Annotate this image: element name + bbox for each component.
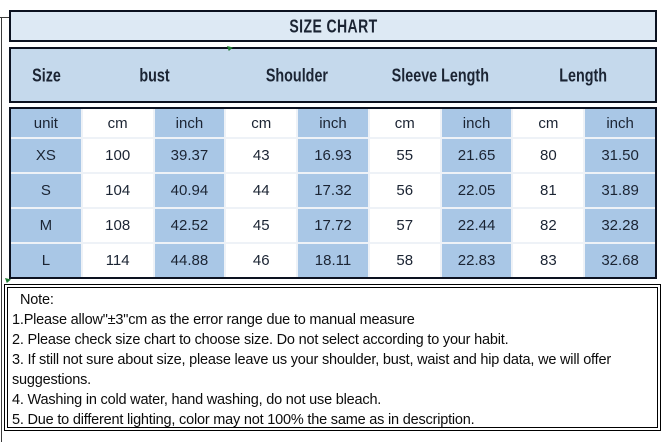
table-cell: 22.05 [441, 174, 512, 207]
table-cell: 22.44 [441, 209, 512, 242]
table-cell: 58 [369, 244, 440, 277]
page-title: SIZE CHART [288, 14, 378, 36]
table-cell: 16.93 [298, 139, 368, 172]
table-cell: 45 [226, 209, 297, 242]
table-cell: 108 [82, 209, 153, 242]
header-shoulder: Shoulder [226, 49, 369, 101]
size-label: XS [11, 139, 81, 172]
size-table: unit cm inch cm inch cm inch cm inch XS … [9, 107, 657, 279]
table-cell: 31.50 [585, 139, 655, 172]
title-bar: SIZE CHART [9, 10, 657, 42]
table-cell: 46 [226, 244, 297, 277]
table-cell: 21.65 [441, 139, 512, 172]
table-cell: 82 [513, 209, 584, 242]
table-cell: 56 [369, 174, 440, 207]
table-cell: 83 [513, 244, 584, 277]
unit-cell: cm [82, 109, 153, 137]
header-length: Length [512, 49, 655, 101]
unit-cell: inch [298, 109, 368, 137]
header-size-label: Size [32, 63, 62, 86]
table-cell: 44.88 [154, 244, 225, 277]
header-shoulder-label: Shoulder [266, 63, 329, 86]
column-group-header: Size bust Shoulder Sleeve Length Length [9, 47, 657, 103]
header-bust-label: bust [138, 63, 170, 86]
table-cell: 80 [513, 139, 584, 172]
table-cell: 44 [226, 174, 297, 207]
unit-cell: inch [154, 109, 225, 137]
frame-line-top-stub [0, 17, 10, 18]
table-cell: 18.11 [298, 244, 368, 277]
header-sleeve-length: Sleeve Length [369, 49, 512, 101]
table-cell: 32.28 [585, 209, 655, 242]
green-scan-artifact [5, 278, 11, 283]
header-size: Size [11, 49, 83, 101]
header-length-label: Length [559, 63, 608, 86]
unit-cell: inch [441, 109, 512, 137]
header-bust: bust [83, 49, 226, 101]
frame-line-left [1, 17, 2, 442]
note-line: 1.Please allow"±3"cm as the error range … [12, 312, 415, 328]
unit-cell: cm [226, 109, 297, 137]
table-cell: 31.89 [585, 174, 655, 207]
table-cell: 100 [82, 139, 153, 172]
notes-panel: Note: 1.Please allow"±3"cm as the error … [4, 284, 661, 431]
note-line: suggestions. [12, 372, 92, 388]
table-cell: 32.68 [585, 244, 655, 277]
unit-cell: cm [513, 109, 584, 137]
table-cell: 17.32 [298, 174, 368, 207]
size-label: M [11, 209, 81, 242]
table-cell: 17.72 [298, 209, 368, 242]
note-line: 2. Please check size chart to choose siz… [12, 332, 509, 348]
table-cell: 39.37 [154, 139, 225, 172]
table-cell: 81 [513, 174, 584, 207]
table-cell: 43 [226, 139, 297, 172]
unit-cell: inch [585, 109, 655, 137]
size-label: S [11, 174, 81, 207]
notes-heading: Note: [20, 292, 54, 308]
table-cell: 57 [369, 209, 440, 242]
unit-cell: cm [369, 109, 440, 137]
table-cell: 40.94 [154, 174, 225, 207]
table-cell: 55 [369, 139, 440, 172]
table-cell: 22.83 [441, 244, 512, 277]
table-cell: 104 [82, 174, 153, 207]
table-cell: 114 [82, 244, 153, 277]
size-label: L [11, 244, 81, 277]
note-line: 4. Washing in cold water, hand washing, … [12, 392, 382, 408]
table-cell: 42.52 [154, 209, 225, 242]
note-line: 5. Due to different lighting, color may … [12, 412, 475, 428]
green-scan-artifact [227, 46, 233, 51]
header-sleeve-length-label: Sleeve Length [391, 63, 489, 86]
unit-cell: unit [11, 109, 81, 137]
note-line: 3. If still not sure about size, please … [12, 352, 611, 368]
